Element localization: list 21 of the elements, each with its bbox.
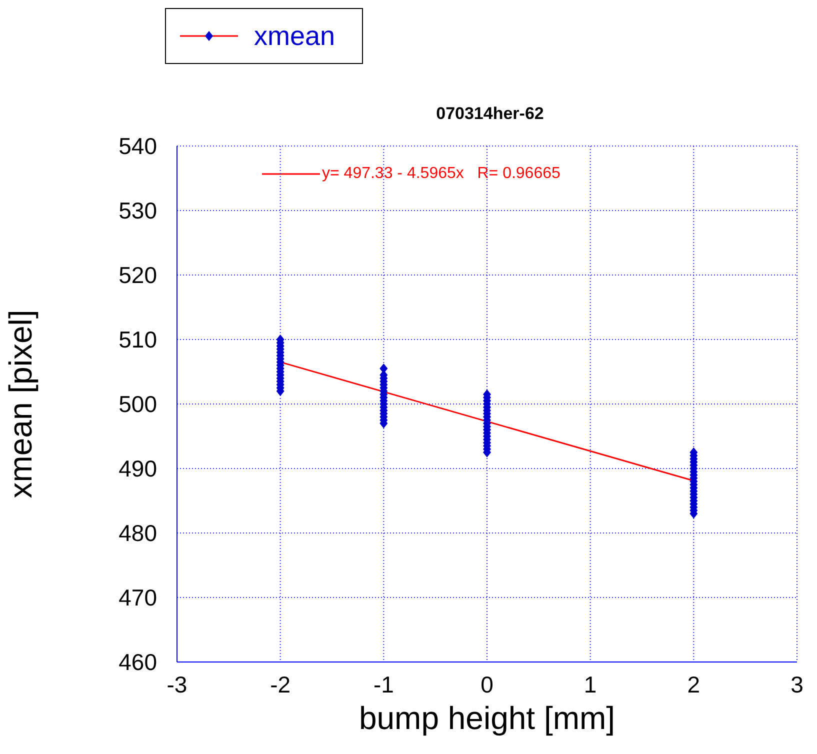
y-tick-label: 460 [118,649,157,676]
y-tick-label: 520 [118,262,157,288]
legend-label: y= 497.33 - 4.5965x R= 0.96665 [322,165,560,183]
x-axis-title: bump height [mm] [358,700,616,736]
y-tick-label: 500 [118,391,157,418]
y-tick-label: 490 [118,456,157,482]
y-axis-title: xmean [pixel] [2,310,38,498]
x-tick-label: 1 [584,671,597,698]
x-tick-label: -1 [373,671,394,698]
y-tick-label: 510 [118,326,157,353]
x-tick-label: 3 [790,671,804,698]
y-tick-label: 530 [118,198,157,224]
x-tick-label: 2 [687,671,700,698]
y-tick-label: 480 [118,520,157,546]
x-tick-label: -3 [166,671,188,698]
x-tick-label: -2 [270,671,291,698]
y-tick-label: 540 [118,133,157,160]
y-tick-label: 470 [118,584,157,611]
x-tick-label: 0 [480,671,494,698]
legend-label: xmean [254,20,336,52]
chart-title: 070314her-62 [435,104,545,124]
